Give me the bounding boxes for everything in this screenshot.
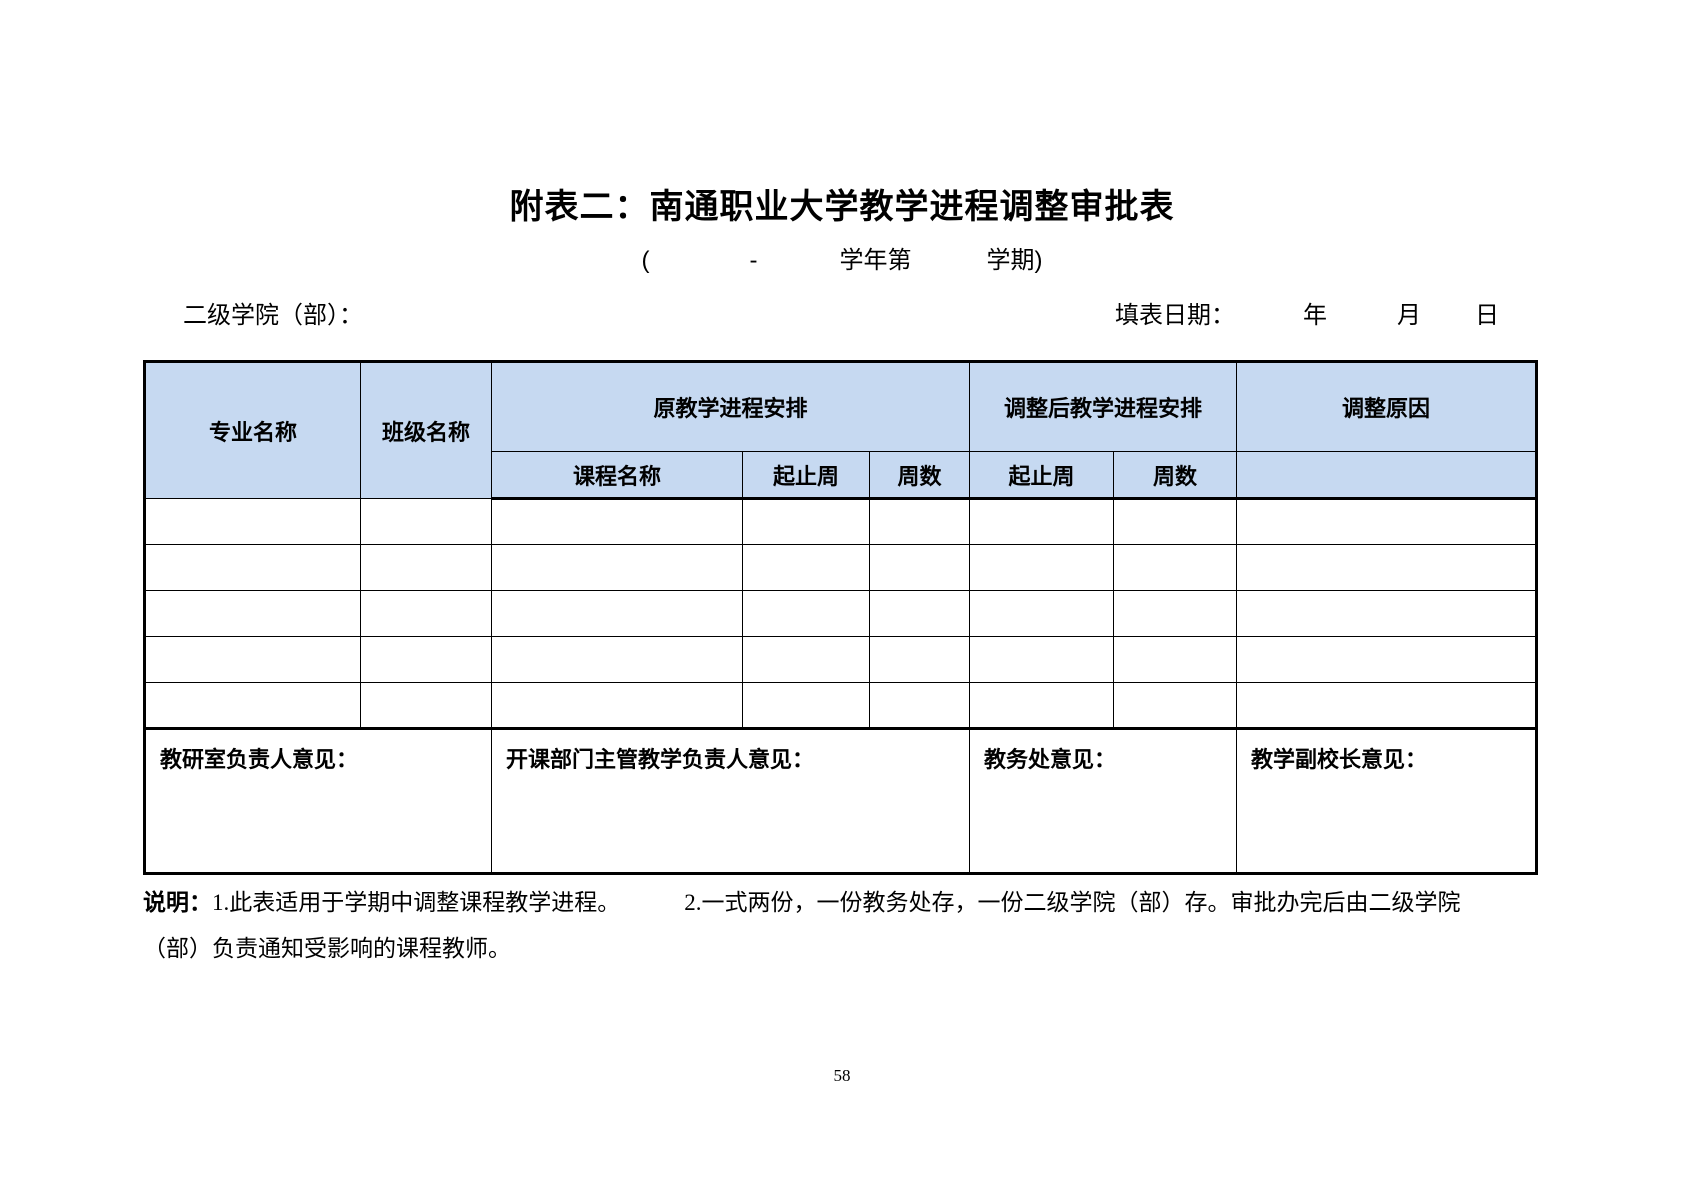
empty-cell [144,636,361,683]
empty-cell [1112,590,1238,637]
empty-cell [1112,682,1238,729]
approval-vice-president-cell: 教学副校长意见： [1236,727,1538,874]
empty-cell [491,544,743,591]
empty-cell [144,544,361,591]
table-row [144,590,1538,637]
note-1: 1.此表适用于学期中调整课程教学进程。 [212,890,621,915]
empty-cell [742,682,870,729]
approval-research-office-cell: 教研室负责人意见： [144,727,492,874]
fill-date-label: 填表日期： [1115,302,1235,329]
header-class: 班级名称 [360,361,492,499]
college-label: 二级学院（部）： [183,302,363,329]
header-original-schedule: 原教学进程安排 [491,361,970,452]
table-row [144,682,1538,729]
page-number: 58 [833,1066,851,1085]
empty-cell [1236,544,1538,591]
reason-empty-subheader [1236,451,1538,500]
table-body [144,498,1538,729]
empty-cell [360,498,492,545]
empty-cell [969,544,1114,591]
subtitle-year-label: 学年第 [839,247,912,274]
empty-cell [144,590,361,637]
notes-line-1: 说明：1.此表适用于学期中调整课程教学进程。 2.一式两份，一份教务处存，一份二级… [143,880,1543,926]
header-start-end-week-original: 起止周 [742,451,870,500]
approval-row: 教研室负责人意见： 开课部门主管教学负责人意见： 教务处意见： 教学副校长意见： [144,727,1538,874]
empty-cell [1112,498,1238,545]
subtitle-open-paren: ( [641,247,650,274]
empty-cell [360,544,492,591]
table-row [144,498,1538,545]
empty-cell [491,682,743,729]
table-row [144,544,1538,591]
empty-cell [742,498,870,545]
empty-cell [742,544,870,591]
month-label: 月 [1397,302,1421,329]
empty-cell [360,682,492,729]
year-label: 年 [1303,302,1327,329]
header-row-2: 课程名称 起止周 周数 起止周 周数 [145,451,1538,500]
table-row [144,636,1538,683]
empty-cell [1236,636,1538,683]
empty-cell [869,682,970,729]
approval-academic-affairs-cell: 教务处意见： [968,727,1238,874]
page-title: 附表二：南通职业大学教学进程调整审批表 [509,188,1175,226]
empty-cell [869,590,970,637]
empty-cell [742,636,870,683]
approval-department-head-cell: 开课部门主管教学负责人意见： [491,727,970,874]
empty-cell [869,636,970,683]
header-major: 专业名称 [144,361,361,499]
subtitle-dash: - [749,247,758,274]
empty-cell [1236,498,1538,545]
notes-section: 说明：1.此表适用于学期中调整课程教学进程。 2.一式两份，一份教务处存，一份二级… [143,880,1543,972]
empty-cell [144,498,361,545]
empty-cell [1236,682,1538,729]
approval-form-table: 专业名称 班级名称 原教学进程安排 调整后教学进程安排 调整原因 课程名称 起止… [143,360,1539,875]
page-subtitle: ( - 学年第 学期) [0,240,1684,275]
info-line: 二级学院（部）： 填表日期： 年 月 日 [143,295,1535,330]
empty-cell [969,590,1114,637]
empty-cell [491,636,743,683]
header-row-1: 专业名称 班级名称 原教学进程安排 调整后教学进程安排 调整原因 [144,361,1538,499]
empty-cell [491,590,743,637]
note-2-line2: （部）负责通知受影响的课程教师。 [143,936,511,961]
note-2-line1: 2.一式两份，一份教务处存，一份二级学院（部）存。审批办完后由二级学院 [684,890,1461,915]
empty-cell [742,590,870,637]
empty-cell [360,636,492,683]
empty-cell [969,682,1114,729]
empty-cell [144,682,361,729]
fill-date-group: 填表日期： 年 月 日 [1115,295,1535,330]
empty-cell [869,544,970,591]
header-weeks-adjusted: 周数 [1112,451,1238,500]
header-weeks-original: 周数 [869,451,970,500]
empty-cell [969,636,1114,683]
empty-cell [360,590,492,637]
day-label: 日 [1475,302,1499,329]
header-course-name: 课程名称 [491,451,743,500]
empty-cell [1236,590,1538,637]
empty-cell [1112,636,1238,683]
header-adjusted-schedule: 调整后教学进程安排 [968,361,1238,452]
notes-label: 说明： [143,890,212,915]
notes-line-2: （部）负责通知受影响的课程教师。 [143,926,1543,972]
empty-cell [969,498,1114,545]
subtitle-term-label: 学期) [986,247,1043,274]
empty-cell [491,498,743,545]
header-reason: 调整原因 [1236,361,1538,452]
header-start-end-week-adjusted: 起止周 [969,451,1114,500]
empty-cell [869,498,970,545]
empty-cell [1112,544,1238,591]
